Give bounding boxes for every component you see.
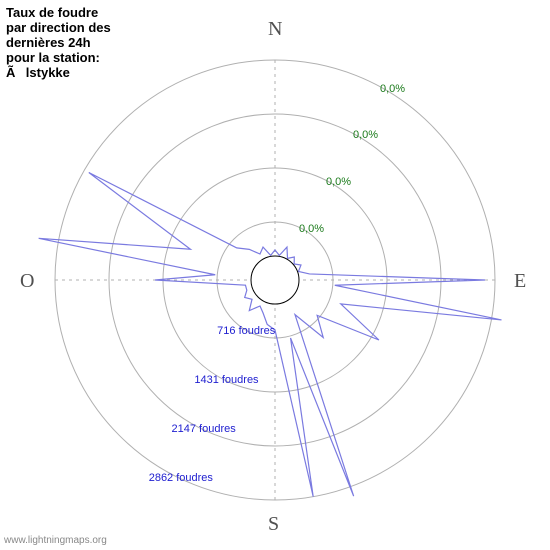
ring-foudre-0: 716 foudres [217,325,275,337]
chart-container: { "chart": { "type": "polar-rose", "titl… [0,0,550,550]
axis-n: N [268,18,282,41]
axis-e: E [514,270,526,293]
ring-pct-2: 0,0% [353,129,378,141]
ring-pct-1: 0,0% [326,176,351,188]
axis-w: O [20,270,34,293]
axis-s: S [268,513,279,536]
ring-foudre-1: 1431 foudres [194,374,258,386]
ring-pct-0: 0,0% [299,223,324,235]
attribution: www.lightningmaps.org [4,535,107,546]
ring-foudre-3: 2862 foudres [149,472,213,484]
ring-foudre-2: 2147 foudres [172,423,236,435]
chart-title: Taux de foudre par direction des dernièr… [6,6,116,81]
ring-pct-3: 0,0% [380,83,405,95]
polar-chart-svg [0,0,550,550]
